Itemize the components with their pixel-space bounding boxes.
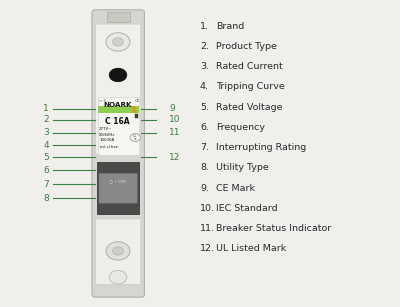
Bar [135,115,138,119]
Text: IEC Standard: IEC Standard [216,204,278,213]
FancyBboxPatch shape [99,173,138,204]
Text: 8.: 8. [200,163,209,173]
Text: 9.: 9. [200,184,209,193]
Text: 5: 5 [43,153,49,162]
Text: 1: 1 [43,104,49,114]
Text: 5.: 5. [200,103,209,112]
Text: 10: 10 [169,115,181,124]
Text: inst.cl.free: inst.cl.free [99,146,118,150]
Text: Breaker Status Indicator: Breaker Status Indicator [216,224,331,233]
Text: 3.: 3. [200,62,209,71]
Text: 3: 3 [43,128,49,137]
Text: 7: 7 [43,180,49,189]
Text: us: us [134,137,137,141]
Text: Rated Current: Rated Current [216,62,283,71]
Text: 11.: 11. [200,224,215,233]
Text: 10.: 10. [200,204,215,213]
Circle shape [130,134,140,142]
FancyBboxPatch shape [92,10,144,297]
FancyBboxPatch shape [96,24,141,154]
Text: 1.: 1. [200,21,209,31]
Text: Product Type: Product Type [216,42,277,51]
Text: 8: 8 [43,193,49,203]
Text: C 16A: C 16A [105,117,130,126]
Text: 50/60Hz: 50/60Hz [99,133,116,137]
Bar [98,97,139,155]
Text: < 5...: < 5... [99,99,110,103]
Text: 6: 6 [43,166,49,175]
Circle shape [109,270,127,284]
Text: Brand: Brand [216,21,244,31]
Text: 6.: 6. [200,123,209,132]
Text: UL: UL [133,134,138,138]
Text: 2.: 2. [200,42,209,51]
Bar [97,162,139,214]
Text: 2: 2 [43,115,49,124]
Text: 12: 12 [169,153,180,162]
Text: 9: 9 [169,104,175,114]
Circle shape [106,242,130,260]
Text: 10000A: 10000A [99,138,114,142]
Text: CE: CE [134,99,140,103]
Circle shape [113,38,123,46]
Bar [132,106,136,113]
Text: Utility Type: Utility Type [216,163,269,173]
Text: NOARK: NOARK [104,102,132,108]
Text: 4: 4 [43,141,49,150]
Circle shape [106,33,130,51]
Text: Tripping Curve: Tripping Curve [216,82,285,91]
Circle shape [113,247,123,255]
Text: Frequency: Frequency [216,123,265,132]
Text: Rated Voltage: Rated Voltage [216,103,282,112]
Text: 7.: 7. [200,143,209,152]
Text: Interrupting Rating: Interrupting Rating [216,143,306,152]
Text: ○ • OFF: ○ • OFF [109,179,127,183]
Text: 12.: 12. [200,244,215,254]
Bar [98,106,139,113]
FancyBboxPatch shape [96,219,141,284]
Text: UL Listed Mark: UL Listed Mark [216,244,286,254]
Circle shape [109,68,127,82]
Text: 4.: 4. [200,82,209,91]
Text: 11: 11 [169,128,181,137]
Text: 277V~: 277V~ [99,127,113,131]
Bar [107,12,130,22]
Text: CE Mark: CE Mark [216,184,255,193]
